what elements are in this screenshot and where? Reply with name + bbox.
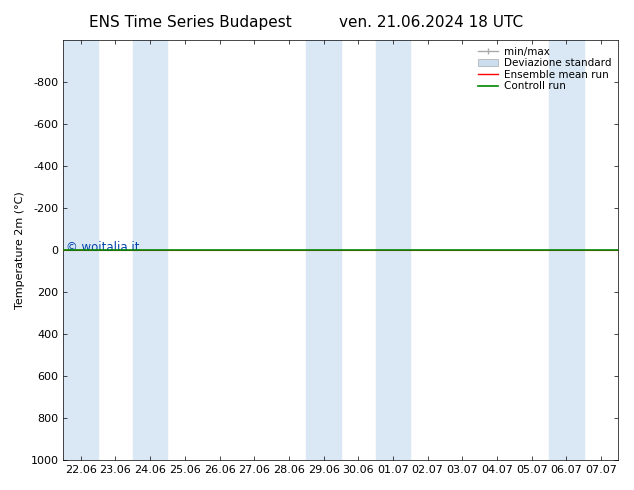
Bar <box>549 40 584 460</box>
Text: ENS Time Series Budapest: ENS Time Series Budapest <box>89 15 292 30</box>
Bar <box>133 40 167 460</box>
Legend: min/max, Deviazione standard, Ensemble mean run, Controll run: min/max, Deviazione standard, Ensemble m… <box>476 45 613 94</box>
Y-axis label: Temperature 2m (°C): Temperature 2m (°C) <box>15 191 25 309</box>
Bar <box>375 40 410 460</box>
Text: ven. 21.06.2024 18 UTC: ven. 21.06.2024 18 UTC <box>339 15 523 30</box>
Text: © woitalia.it: © woitalia.it <box>66 241 139 254</box>
Bar <box>306 40 341 460</box>
Bar <box>63 40 98 460</box>
